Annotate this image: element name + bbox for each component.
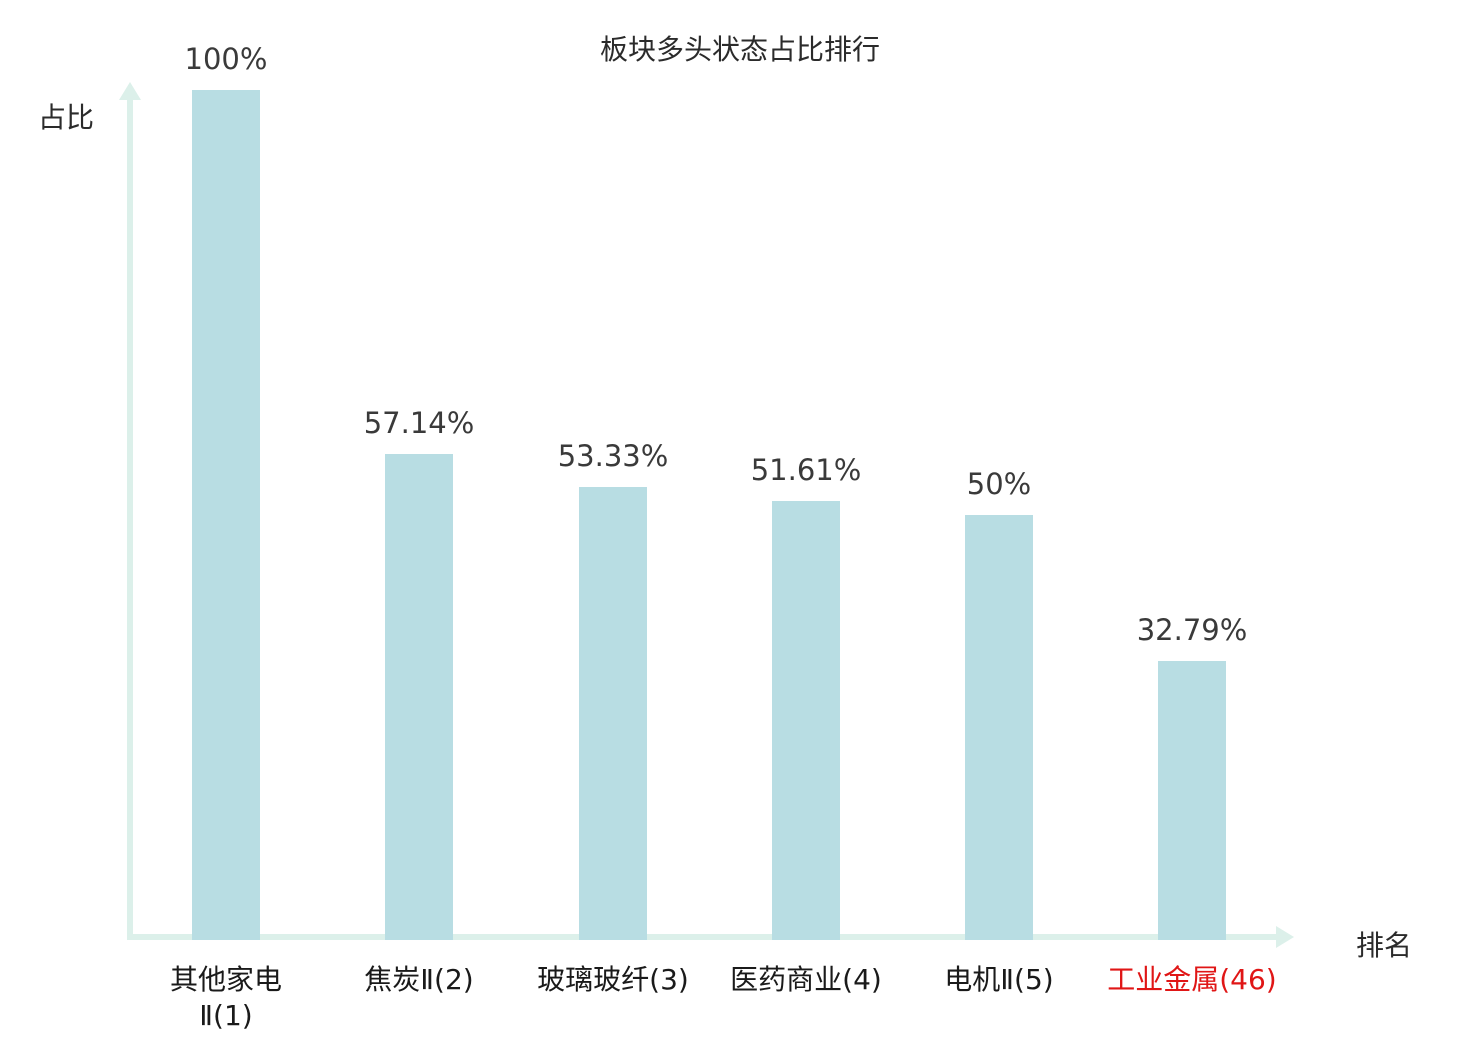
bar-value-label: 57.14% bbox=[363, 406, 475, 440]
bar bbox=[192, 90, 260, 940]
category-label: 工业金属(46) bbox=[1107, 963, 1277, 996]
bar bbox=[965, 515, 1033, 940]
category-label: 玻璃玻纤(3) bbox=[537, 963, 689, 996]
bar-value-label: 32.79% bbox=[1136, 613, 1248, 647]
bar-value-label: 100% bbox=[184, 42, 268, 76]
bar-value-label: 51.61% bbox=[750, 453, 862, 487]
y-axis-arrow-icon bbox=[119, 82, 141, 100]
y-axis bbox=[127, 98, 133, 940]
bar bbox=[772, 501, 840, 940]
category-label: 电机Ⅱ(5) bbox=[944, 963, 1054, 996]
bar bbox=[1158, 661, 1226, 940]
bar-value-label: 50% bbox=[966, 467, 1032, 501]
x-axis bbox=[127, 934, 1279, 940]
bar bbox=[579, 487, 647, 940]
category-label: 医药商业(4) bbox=[730, 963, 882, 996]
bar bbox=[385, 454, 453, 940]
category-label: 其他家电 Ⅱ(1) bbox=[169, 963, 282, 1032]
x-axis-label: 排名 bbox=[1356, 929, 1413, 962]
y-axis-label: 占比 bbox=[38, 101, 95, 134]
bar-value-label: 53.33% bbox=[557, 439, 669, 473]
category-label: 焦炭Ⅱ(2) bbox=[364, 963, 474, 996]
x-axis-arrow-icon bbox=[1276, 926, 1294, 948]
chart-title: 板块多头状态占比排行 bbox=[599, 33, 880, 66]
